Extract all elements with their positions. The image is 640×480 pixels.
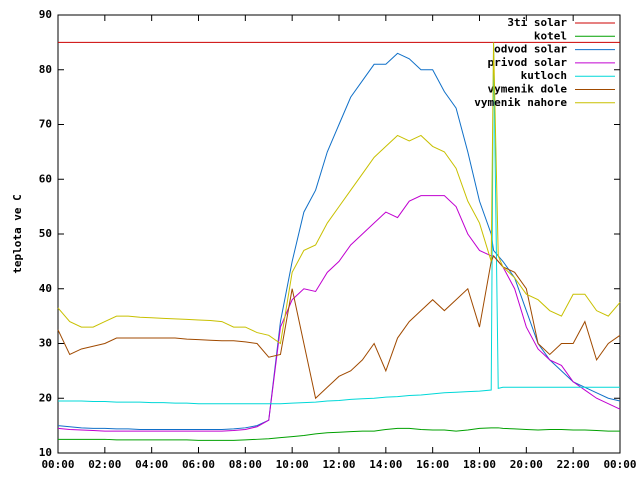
x-tick-label: 08:00	[229, 458, 262, 471]
legend-label: odvod solar	[494, 43, 567, 56]
y-tick-label: 40	[39, 282, 52, 295]
legend-label: kotel	[534, 29, 567, 42]
series-line	[58, 42, 620, 405]
x-tick-label: 04:00	[135, 458, 168, 471]
series-line	[57, 254, 621, 400]
x-tick-label: 22:00	[557, 458, 590, 471]
series-line	[57, 195, 621, 432]
x-tick-label: 00:00	[41, 458, 74, 471]
x-tick-label: 12:00	[322, 458, 355, 471]
x-tick-label: 16:00	[416, 458, 449, 471]
x-tick-label: 02:00	[88, 458, 121, 471]
legend-label: vymenik dole	[488, 83, 568, 96]
legend-label: vymenik nahore	[474, 96, 567, 109]
legend-label: kutloch	[521, 69, 567, 82]
series-line	[57, 42, 621, 345]
x-tick-label: 18:00	[463, 458, 496, 471]
y-tick-label: 80	[39, 63, 52, 76]
y-tick-label: 60	[39, 172, 52, 185]
x-tick-label: 20:00	[510, 458, 543, 471]
legend-label: privod solar	[488, 56, 568, 69]
y-tick-label: 10	[39, 446, 52, 459]
x-tick-label: 00:00	[603, 458, 636, 471]
y-tick-label: 50	[39, 227, 52, 240]
x-tick-label: 14:00	[369, 458, 402, 471]
series-line	[58, 427, 620, 441]
y-tick-label: 90	[39, 8, 52, 21]
y-tick-label: 30	[39, 337, 52, 350]
series-line	[57, 52, 621, 430]
x-tick-label: 06:00	[182, 458, 215, 471]
y-tick-label: 70	[39, 118, 52, 131]
y-tick-label: 20	[39, 391, 52, 404]
y-axis-label: teplota ve C	[11, 194, 24, 273]
legend-label: 3ti solar	[507, 16, 567, 29]
x-tick-label: 10:00	[276, 458, 309, 471]
